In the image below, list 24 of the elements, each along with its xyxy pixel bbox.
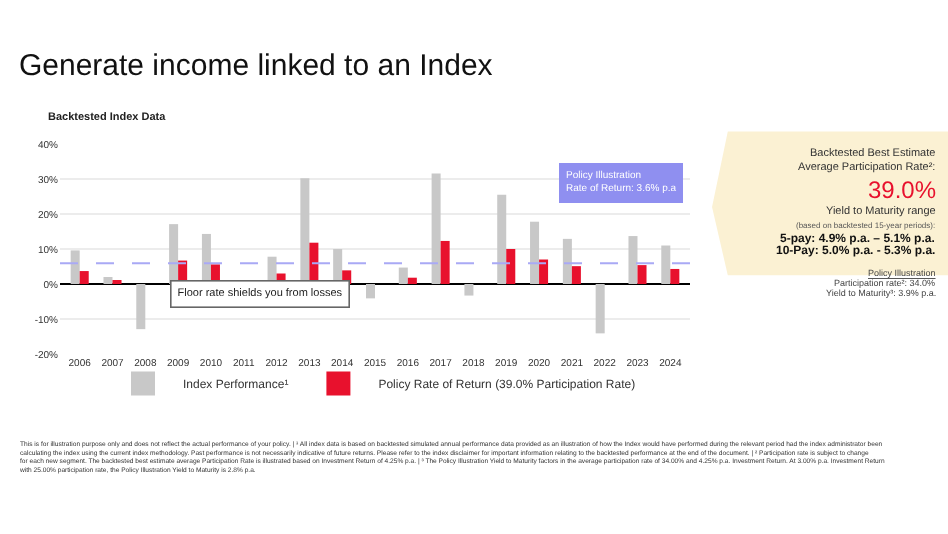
bar: [497, 194, 507, 284]
bar: [530, 221, 540, 284]
bar: [407, 277, 417, 284]
chart-title: Generate income linked to an Index: [18, 48, 494, 83]
bar: [365, 284, 375, 299]
bar: [440, 240, 450, 284]
bar: [571, 266, 581, 284]
bar: [506, 249, 516, 284]
bar: [595, 284, 605, 334]
bar: [103, 277, 113, 284]
bar: [79, 271, 89, 284]
bar: [136, 284, 146, 330]
bar: [300, 178, 310, 284]
bar: [70, 250, 80, 284]
bar: [670, 268, 680, 284]
bar: [431, 173, 441, 284]
bar: [464, 284, 474, 296]
bar: [398, 267, 408, 284]
bar: [562, 238, 572, 284]
bar: [628, 236, 638, 284]
text: 39.0%: [868, 176, 937, 204]
bar: [637, 265, 647, 284]
bar: [661, 245, 671, 284]
bar: [539, 259, 549, 284]
